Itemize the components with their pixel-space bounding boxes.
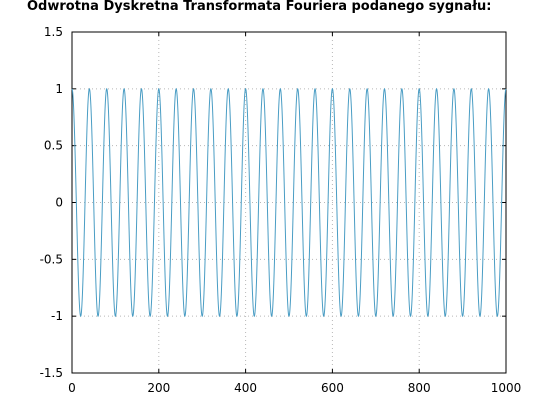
y-tick-label: 0.5 [44,139,63,153]
x-tick-label: 0 [68,381,76,395]
x-tick-label: 600 [321,381,344,395]
y-tick-label: -1 [51,309,63,323]
tick-labels: 0 200 400 600 800 1000 1.5 1 0.5 0 -0.5 -1 -1.5 [40,25,522,395]
axis-ticks [71,31,507,374]
y-tick-label: 1 [55,82,63,96]
chart-title: Odwrotna Dyskretna Transformata Fouriera… [27,0,492,14]
y-tick-label: -1.5 [40,366,63,380]
x-tick-label: 400 [234,381,257,395]
y-tick-label: 0 [55,196,63,210]
x-tick-label: 800 [408,381,431,395]
series-line-0 [71,87,507,318]
y-tick-label: -0.5 [40,252,63,266]
x-tick-label: 200 [147,381,170,395]
y-tick-label: 1.5 [44,25,63,39]
x-tick-label: 1000 [491,381,522,395]
